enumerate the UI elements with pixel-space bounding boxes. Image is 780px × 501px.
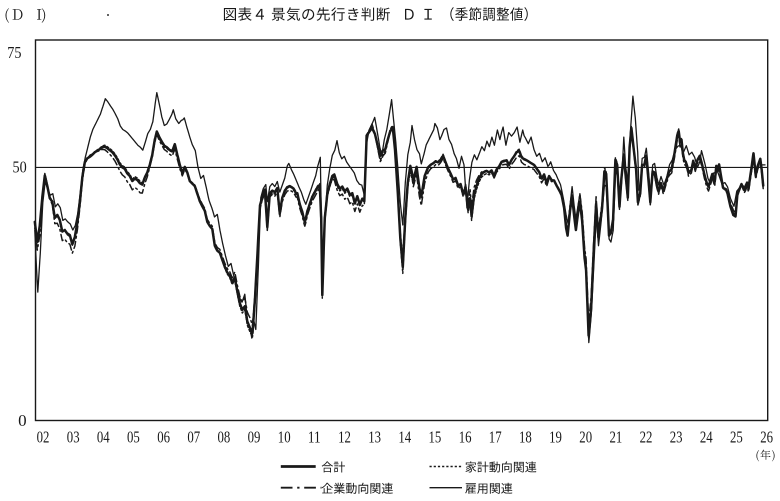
svg-text:08: 08	[218, 427, 231, 446]
svg-text:20: 20	[579, 427, 592, 446]
svg-text:0: 0	[18, 411, 27, 430]
svg-text:22: 22	[640, 427, 653, 446]
svg-text:11: 11	[308, 427, 321, 446]
svg-text:16: 16	[459, 427, 472, 446]
svg-text:10: 10	[278, 427, 291, 446]
svg-text:25: 25	[730, 427, 743, 446]
svg-text:18: 18	[519, 427, 532, 446]
svg-text:14: 14	[398, 427, 411, 446]
svg-text:12: 12	[338, 427, 351, 446]
svg-text:23: 23	[670, 427, 683, 446]
svg-text:21: 21	[610, 427, 623, 446]
svg-text:13: 13	[368, 427, 381, 446]
svg-text:15: 15	[429, 427, 442, 446]
svg-text:09: 09	[248, 427, 261, 446]
svg-text:75: 75	[7, 43, 21, 62]
svg-text:07: 07	[187, 427, 200, 446]
svg-text:02: 02	[37, 427, 50, 446]
svg-text:24: 24	[700, 427, 713, 446]
svg-text:19: 19	[549, 427, 562, 446]
svg-text:05: 05	[127, 427, 140, 446]
svg-text:50: 50	[13, 158, 27, 177]
svg-text:04: 04	[97, 427, 110, 446]
svg-text:26: 26	[760, 427, 773, 446]
svg-text:06: 06	[157, 427, 170, 446]
svg-text:17: 17	[489, 427, 502, 446]
svg-text:03: 03	[67, 427, 80, 446]
